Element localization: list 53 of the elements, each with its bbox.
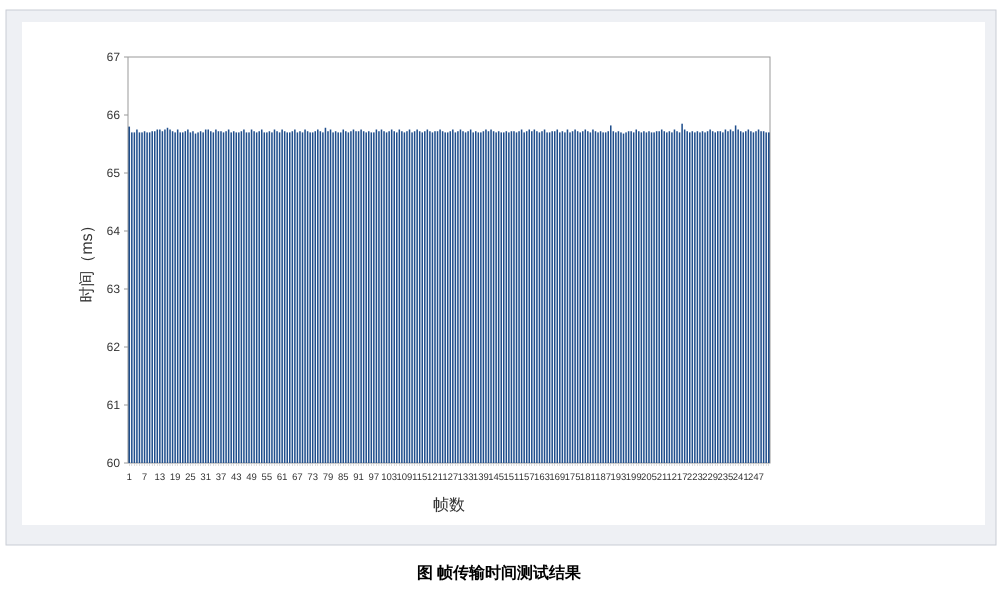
x-tick-label: 151 (503, 472, 520, 483)
x-tick-label: 49 (246, 472, 257, 483)
x-tick-label: 55 (262, 472, 272, 483)
x-tick-label: 67 (292, 472, 303, 483)
x-tick-label: 145 (488, 472, 504, 483)
x-tick-label: 163 (534, 472, 550, 483)
x-tick-label: 175 (564, 472, 580, 483)
x-tick-label: 79 (322, 472, 334, 483)
x-tick-label: 7 (142, 472, 148, 483)
x-tick-label: 31 (200, 472, 211, 483)
y-tick-label: 67 (106, 50, 120, 64)
x-axis-title: 帧数 (433, 496, 465, 514)
x-tick-label: 199 (626, 472, 642, 483)
x-tick-label: 181 (580, 472, 596, 483)
x-tick-label: 127 (442, 472, 458, 483)
x-tick-label: 19 (170, 472, 180, 483)
y-tick-label: 65 (106, 166, 120, 180)
x-tick-label: 241 (732, 472, 749, 483)
x-tick-label: 187 (595, 472, 612, 483)
y-tick-label: 61 (106, 398, 120, 412)
x-tick-label: 211 (656, 472, 672, 483)
x-tick-label: 97 (368, 472, 380, 483)
y-tick-label: 60 (106, 456, 120, 470)
y-tick-label: 63 (106, 282, 120, 296)
x-tick-label: 61 (276, 472, 288, 483)
x-tick-label: 193 (610, 472, 626, 483)
y-axis-title: 时间（ms） (78, 217, 96, 303)
x-tick-label: 37 (216, 472, 226, 483)
x-tick-label: 139 (472, 472, 489, 483)
x-tick-label: 73 (307, 472, 318, 483)
x-tick-label: 217 (672, 472, 688, 483)
x-tick-label: 109 (396, 472, 412, 483)
x-tick-label: 205 (641, 472, 657, 483)
x-tick-label: 85 (338, 472, 349, 483)
x-tick-label: 43 (230, 472, 242, 483)
x-tick-label: 25 (185, 472, 196, 483)
x-tick-label: 247 (748, 472, 764, 483)
x-tick-label: 115 (412, 472, 428, 483)
x-tick-label: 121 (427, 472, 443, 483)
x-tick-label: 229 (702, 472, 718, 483)
x-tick-label: 91 (353, 472, 364, 483)
x-tick-label: 1 (126, 472, 132, 483)
x-tick-label: 169 (549, 472, 566, 483)
text: 图 帧传输时间测试结果 (416, 564, 582, 582)
x-tick-label: 223 (686, 472, 703, 483)
y-tick-label: 62 (106, 340, 120, 354)
x-tick-label: 157 (518, 472, 535, 483)
x-tick-label: 13 (154, 472, 166, 483)
x-tick-label: 235 (717, 472, 734, 483)
y-tick-label: 66 (106, 108, 120, 122)
x-tick-label: 103 (381, 472, 398, 483)
x-tick-label: 133 (458, 472, 474, 483)
y-tick-label: 64 (106, 224, 120, 238)
